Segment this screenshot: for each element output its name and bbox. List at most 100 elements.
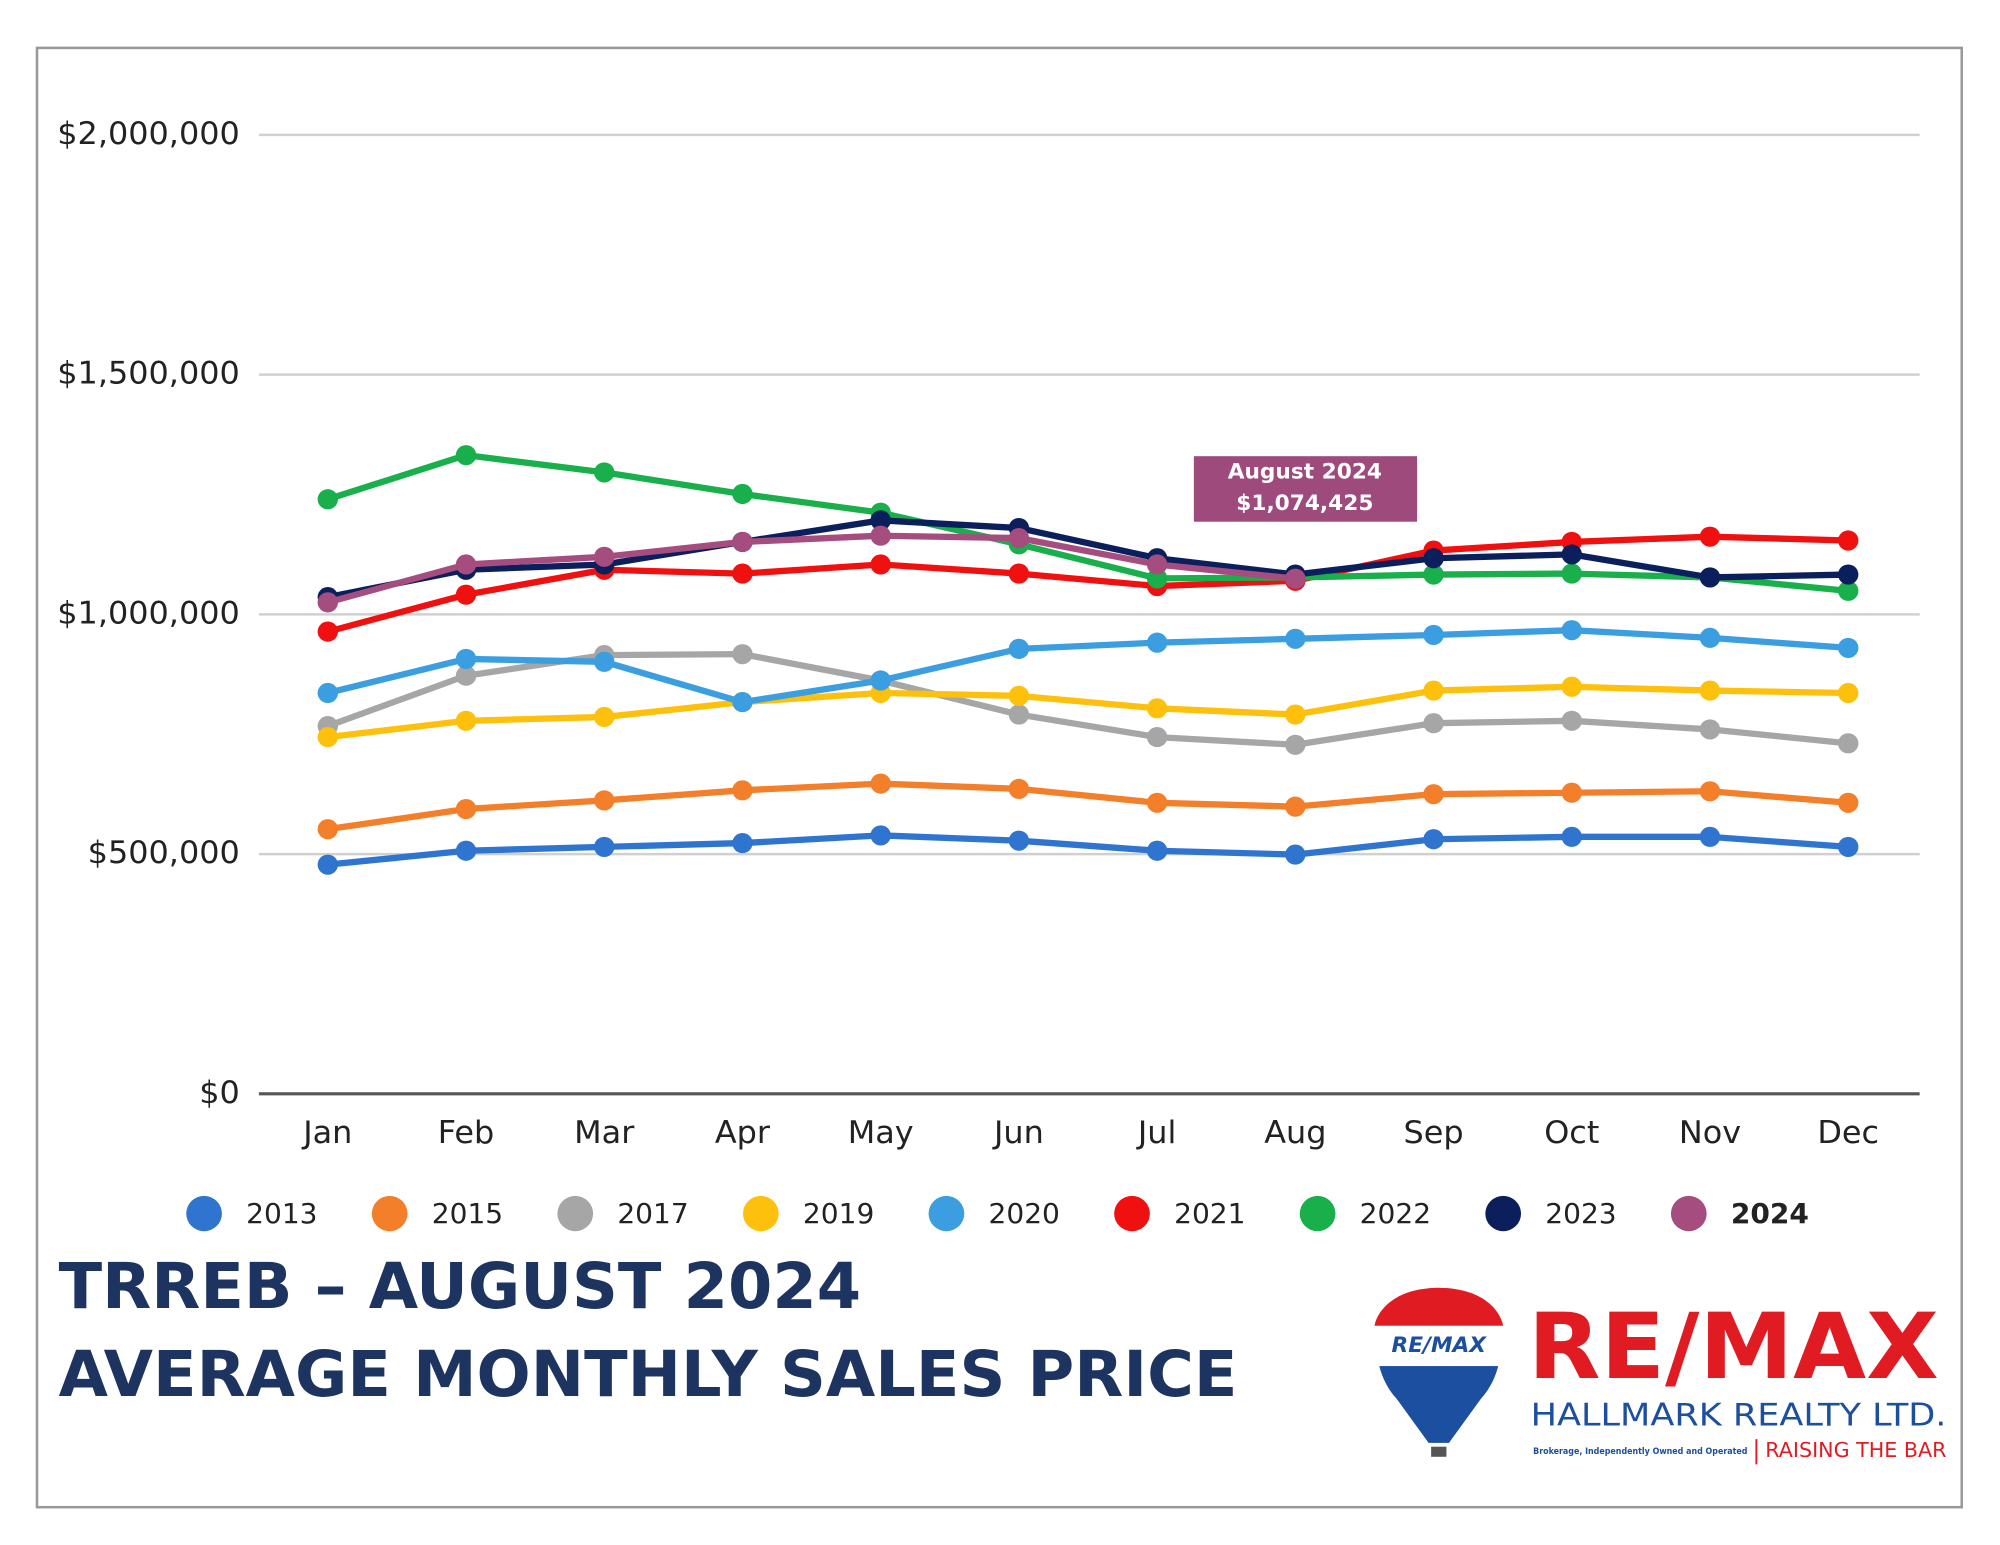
data-point: [317, 592, 339, 613]
data-point: [1699, 567, 1721, 588]
data-point: [1008, 830, 1030, 851]
legend-swatch: [1114, 1195, 1150, 1232]
data-point: [1838, 564, 1859, 585]
series: [317, 773, 1859, 840]
data-point: [1008, 563, 1030, 584]
office: HALLMARK REALTY LTD.: [1531, 1398, 1947, 1434]
data-point: [1561, 544, 1582, 565]
data-point: [1838, 637, 1859, 658]
data-point: [1285, 568, 1306, 589]
data-point: [1146, 727, 1168, 748]
legend-label: 2015: [432, 1197, 503, 1230]
annotation-text: August 2024: [1228, 460, 1382, 485]
legend-swatch: [928, 1195, 965, 1232]
data-point: [455, 710, 477, 731]
series-line: [326, 532, 1296, 606]
series-line: [327, 627, 1849, 706]
data-point: [732, 832, 753, 854]
data-point: [732, 692, 753, 713]
x-tick-label: Jun: [992, 1115, 1044, 1151]
x-tick-label: Aug: [1264, 1115, 1326, 1151]
data-point: [1561, 826, 1582, 847]
annotation-box: [1193, 456, 1418, 522]
data-point: [1146, 792, 1168, 813]
data-point: [870, 525, 891, 546]
data-point: [1838, 530, 1859, 551]
data-point: [1146, 568, 1168, 589]
data-point: [317, 621, 339, 642]
balloon-band: [1373, 1325, 1504, 1367]
x-tick-label: Feb: [438, 1115, 494, 1151]
y-tick-label: $1,000,000: [57, 595, 240, 631]
legend-label: 2019: [803, 1197, 874, 1230]
data-point: [1008, 638, 1030, 659]
data-point: [455, 554, 477, 575]
legend-label: 2024: [1731, 1197, 1809, 1230]
legend-swatch: [371, 1195, 408, 1232]
series-line: [326, 451, 1849, 594]
data-point: [594, 462, 615, 483]
data-point: [594, 706, 615, 728]
data-point: [1838, 733, 1859, 754]
legend-swatch: [186, 1195, 222, 1232]
data-point: [1146, 840, 1168, 861]
data-point: [870, 510, 891, 531]
data-point: [317, 727, 339, 748]
data-point: [1838, 836, 1859, 857]
data-point: [455, 584, 477, 605]
data-point: [1838, 682, 1859, 704]
legend-swatch: [557, 1195, 594, 1232]
y-tick-label: $2,000,000: [57, 116, 240, 152]
legend-swatch: [1299, 1195, 1336, 1232]
data-point: [1423, 548, 1444, 569]
data-point: [1423, 680, 1444, 701]
series: [317, 825, 1859, 875]
data-point: [732, 483, 753, 505]
data-point: [317, 854, 339, 875]
x-tick-label: Apr: [715, 1115, 771, 1151]
frame: [35, 46, 1964, 1509]
title-line: TRREB – AUGUST 2024: [59, 1249, 861, 1323]
data-point: [1561, 620, 1582, 641]
x-tick-label: May: [848, 1115, 914, 1151]
x-tick-label: Oct: [1544, 1115, 1599, 1151]
brokerage-note: Brokerage, Independently Owned and Opera…: [1533, 1447, 1747, 1457]
slogan: RAISING THE BAR: [1765, 1438, 1946, 1462]
data-point: [1423, 624, 1444, 646]
x-tick-label: Jul: [1136, 1115, 1176, 1151]
series-line: [327, 832, 1849, 868]
legend-label: 2021: [1174, 1197, 1245, 1230]
legend-label: 2020: [989, 1197, 1060, 1230]
data-point: [1561, 563, 1582, 584]
data-point: [1838, 580, 1859, 601]
legend-swatch: [1670, 1195, 1707, 1232]
y-tick-label: $0: [199, 1075, 240, 1111]
data-point: [1285, 628, 1306, 649]
data-point: [1008, 778, 1030, 799]
data-point: [455, 798, 477, 820]
data-point: [455, 445, 477, 466]
data-point: [870, 670, 891, 691]
data-point: [1285, 844, 1306, 865]
balloon-text: RE/MAX: [1392, 1333, 1488, 1358]
data-point: [732, 531, 753, 553]
legend-swatch: [1485, 1195, 1522, 1232]
data-point: [455, 648, 477, 670]
data-point: [1561, 782, 1582, 803]
x-tick-label: Nov: [1679, 1115, 1741, 1151]
data-point: [1146, 632, 1168, 653]
series-line: [327, 517, 1849, 601]
data-point: [732, 644, 753, 665]
data-point: [1561, 676, 1582, 697]
x-tick-label: Dec: [1817, 1115, 1879, 1151]
data-point: [870, 773, 891, 794]
data-point: [1423, 713, 1444, 734]
y-tick-label: $500,000: [88, 835, 240, 871]
data-point: [1838, 792, 1859, 813]
series: [317, 676, 1859, 748]
data-point: [1699, 627, 1721, 648]
data-point: [1561, 710, 1582, 731]
brand: RE/MAX: [1528, 1294, 1939, 1400]
